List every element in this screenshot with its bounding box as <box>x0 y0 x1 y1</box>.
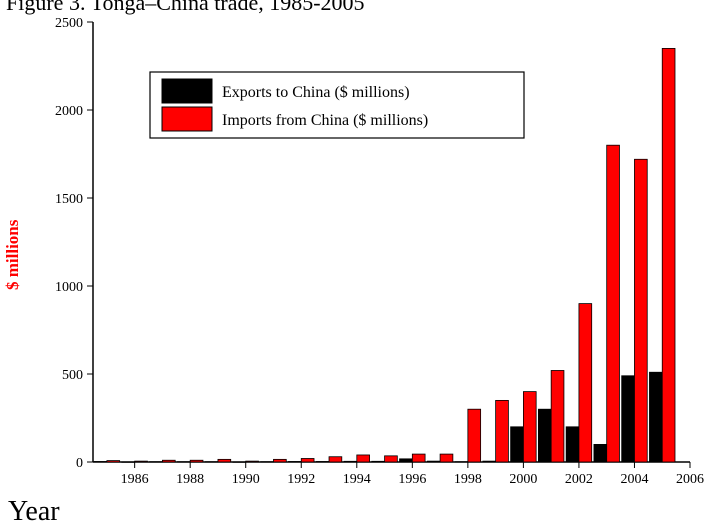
y-tick-label: 2500 <box>55 16 83 31</box>
y-tick-label: 2000 <box>55 104 83 119</box>
x-tick-label: 2000 <box>509 472 537 487</box>
bar-exports <box>177 461 191 463</box>
x-tick-label: 1990 <box>232 472 260 487</box>
bar-exports <box>371 460 385 463</box>
y-tick-label: 500 <box>62 368 83 383</box>
bar-exports <box>565 426 580 463</box>
bar-imports <box>495 399 509 463</box>
bar-exports <box>537 408 552 463</box>
bar-imports <box>328 456 343 463</box>
bar-exports <box>93 461 108 463</box>
bar-imports <box>384 455 398 463</box>
bar-imports <box>356 454 370 463</box>
y-tick-label: 1000 <box>55 280 83 295</box>
x-tick-label: 1998 <box>454 472 482 487</box>
bar-imports <box>550 370 565 463</box>
bar-exports <box>482 460 497 463</box>
bar-imports <box>578 303 593 463</box>
bar-imports <box>522 391 537 463</box>
bar-exports <box>399 458 413 463</box>
bar-exports <box>232 461 247 463</box>
bar-exports <box>593 443 608 463</box>
x-tick-label: 2002 <box>565 472 593 487</box>
bar-exports <box>649 371 663 463</box>
legend-label: Imports from China ($ millions) <box>222 112 428 129</box>
bar-exports <box>288 461 302 463</box>
tick-labels: 0 500 1000 1500 2000 2500 1986 1988 1990 1992 1994… <box>55 16 704 487</box>
x-tick-label: 2004 <box>620 472 648 487</box>
bar-exports <box>149 461 163 463</box>
y-tick-label: 0 <box>76 456 83 471</box>
y-axis-label: $ millions <box>3 219 22 290</box>
bar-imports <box>245 460 259 463</box>
y-tick-label: 1500 <box>55 192 83 207</box>
bar-imports <box>273 458 287 463</box>
legend-label: Exports to China ($ millions) <box>222 84 410 101</box>
bar-exports <box>621 375 635 463</box>
bar-imports <box>134 460 148 463</box>
bar-imports <box>661 48 676 463</box>
bar-exports <box>510 426 524 463</box>
x-tick-label: 1992 <box>287 472 315 487</box>
bar-exports <box>426 460 441 463</box>
x-tick-label: 1994 <box>343 472 371 487</box>
bar-imports <box>217 458 232 463</box>
bar-exports <box>315 461 330 463</box>
bar-imports <box>606 144 620 463</box>
x-tick-label: 1988 <box>176 472 204 487</box>
bar-exports <box>343 460 358 463</box>
bar-imports <box>162 459 176 463</box>
x-tick-label: 2006 <box>676 472 704 487</box>
bar-exports <box>260 461 274 463</box>
bar-imports <box>300 458 315 463</box>
bar-exports <box>454 461 469 463</box>
bar-exports <box>121 461 136 463</box>
bar-imports <box>106 460 121 463</box>
x-axis-label: Year <box>8 496 60 527</box>
legend-swatch <box>161 106 213 132</box>
legend-swatch <box>161 78 213 104</box>
figure-caption-fragment: Figure 3. Tonga–China trade, 1985-2005 <box>6 0 365 15</box>
bar-imports <box>467 408 482 463</box>
legend: Exports to China ($ millions) Imports fro… <box>149 71 525 139</box>
bars <box>93 48 676 463</box>
bar-exports <box>204 461 219 463</box>
x-tick-label: 1986 <box>121 472 149 487</box>
bar-imports <box>439 453 454 463</box>
bar-imports <box>411 453 426 463</box>
bar-imports <box>189 459 204 463</box>
x-tick-label: 1996 <box>398 472 426 487</box>
bar-imports <box>634 158 648 463</box>
